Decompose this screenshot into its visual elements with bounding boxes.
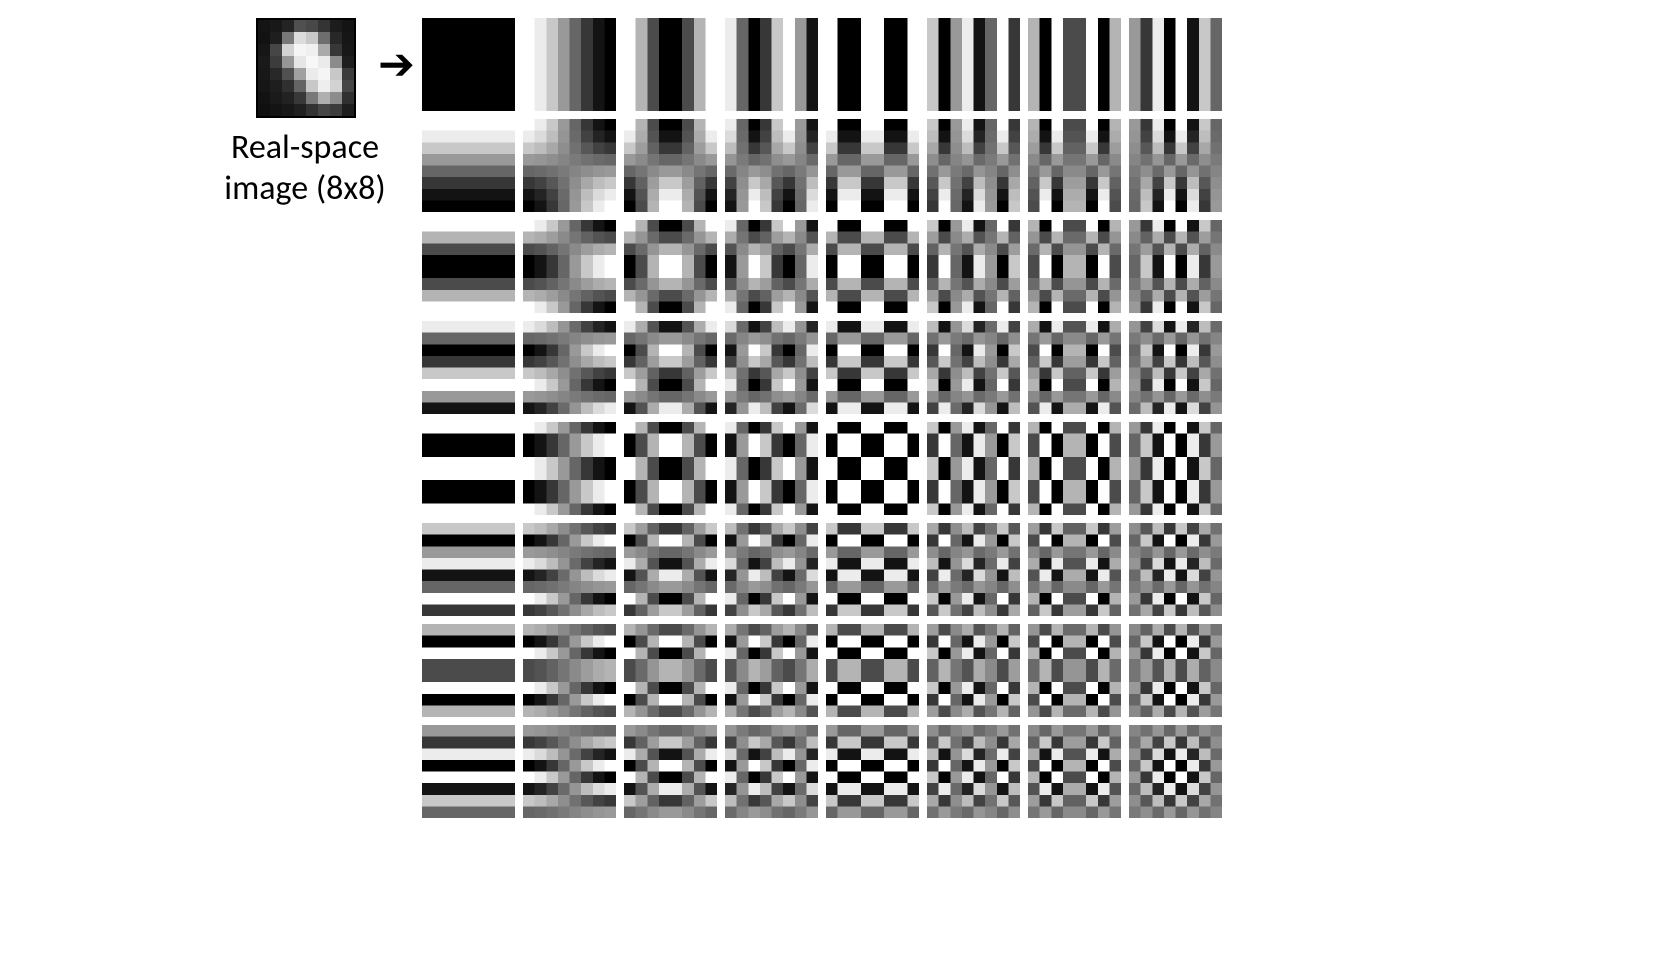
dct-basis-tile-7-1 — [523, 725, 616, 818]
dct-basis-tile-7-6 — [1028, 725, 1121, 818]
dct-basis-tile-0-0 — [422, 18, 515, 111]
dct-basis-tile-6-2 — [624, 624, 717, 717]
dct-basis-tile-5-2 — [624, 523, 717, 616]
dct-basis-tile-2-6 — [1028, 220, 1121, 313]
dct-basis-tile-6-6 — [1028, 624, 1121, 717]
dct-basis-tile-4-0 — [422, 422, 515, 515]
dct-basis-tile-4-3 — [725, 422, 818, 515]
dct-basis-grid — [422, 18, 1222, 818]
dct-basis-tile-6-3 — [725, 624, 818, 717]
dct-basis-tile-1-4 — [826, 119, 919, 212]
dct-basis-tile-6-4 — [826, 624, 919, 717]
input-image-label-line2: image (8x8) — [224, 168, 385, 209]
dct-basis-tile-5-7 — [1129, 523, 1222, 616]
dct-basis-tile-0-7 — [1129, 18, 1222, 111]
dct-basis-tile-1-7 — [1129, 119, 1222, 212]
dct-basis-tile-3-0 — [422, 321, 515, 414]
dct-basis-tile-4-6 — [1028, 422, 1121, 515]
dct-basis-tile-3-1 — [523, 321, 616, 414]
dct-basis-tile-4-4 — [826, 422, 919, 515]
dct-basis-tile-2-0 — [422, 220, 515, 313]
dct-basis-tile-2-5 — [927, 220, 1020, 313]
dct-basis-tile-3-7 — [1129, 321, 1222, 414]
dct-basis-tile-2-4 — [826, 220, 919, 313]
dct-basis-tile-6-1 — [523, 624, 616, 717]
dct-basis-tile-0-5 — [927, 18, 1020, 111]
dct-basis-tile-0-4 — [826, 18, 919, 111]
dct-basis-tile-3-3 — [725, 321, 818, 414]
dct-basis-tile-6-0 — [422, 624, 515, 717]
dct-basis-tile-5-5 — [927, 523, 1020, 616]
arrow-icon: ➔ — [378, 42, 415, 86]
dct-basis-tile-4-5 — [927, 422, 1020, 515]
dct-basis-tile-5-1 — [523, 523, 616, 616]
dct-basis-tile-2-2 — [624, 220, 717, 313]
dct-basis-tile-1-0 — [422, 119, 515, 212]
dct-basis-tile-5-0 — [422, 523, 515, 616]
dct-basis-tile-7-2 — [624, 725, 717, 818]
dct-basis-tile-6-7 — [1129, 624, 1222, 717]
dct-basis-tile-3-4 — [826, 321, 919, 414]
dct-basis-tile-4-1 — [523, 422, 616, 515]
dct-basis-tile-7-0 — [422, 725, 515, 818]
input-image-block — [256, 18, 356, 118]
input-image-label: Real-space image (8x8) — [196, 128, 414, 210]
dct-basis-tile-4-2 — [624, 422, 717, 515]
dct-basis-tile-4-7 — [1129, 422, 1222, 515]
dct-basis-tile-3-2 — [624, 321, 717, 414]
dct-basis-tile-2-7 — [1129, 220, 1222, 313]
dct-basis-tile-1-2 — [624, 119, 717, 212]
dct-basis-tile-0-2 — [624, 18, 717, 111]
dct-basis-tile-2-1 — [523, 220, 616, 313]
dct-basis-tile-6-5 — [927, 624, 1020, 717]
dct-basis-tile-0-3 — [725, 18, 818, 111]
dct-basis-tile-7-4 — [826, 725, 919, 818]
input-image-label-line1: Real-space — [231, 127, 379, 168]
dct-basis-tile-2-3 — [725, 220, 818, 313]
dct-basis-tile-5-4 — [826, 523, 919, 616]
input-image — [256, 18, 356, 118]
dct-basis-tile-7-7 — [1129, 725, 1222, 818]
dct-basis-tile-0-1 — [523, 18, 616, 111]
dct-basis-tile-1-1 — [523, 119, 616, 212]
dct-basis-tile-1-6 — [1028, 119, 1121, 212]
dct-basis-tile-1-5 — [927, 119, 1020, 212]
dct-basis-tile-0-6 — [1028, 18, 1121, 111]
dct-basis-tile-3-6 — [1028, 321, 1121, 414]
dct-basis-tile-5-6 — [1028, 523, 1121, 616]
dct-basis-tile-5-3 — [725, 523, 818, 616]
dct-basis-tile-7-3 — [725, 725, 818, 818]
dct-basis-tile-1-3 — [725, 119, 818, 212]
dct-basis-tile-7-5 — [927, 725, 1020, 818]
dct-basis-tile-3-5 — [927, 321, 1020, 414]
figure-stage: Real-space image (8x8) ➔ — [0, 0, 1670, 962]
